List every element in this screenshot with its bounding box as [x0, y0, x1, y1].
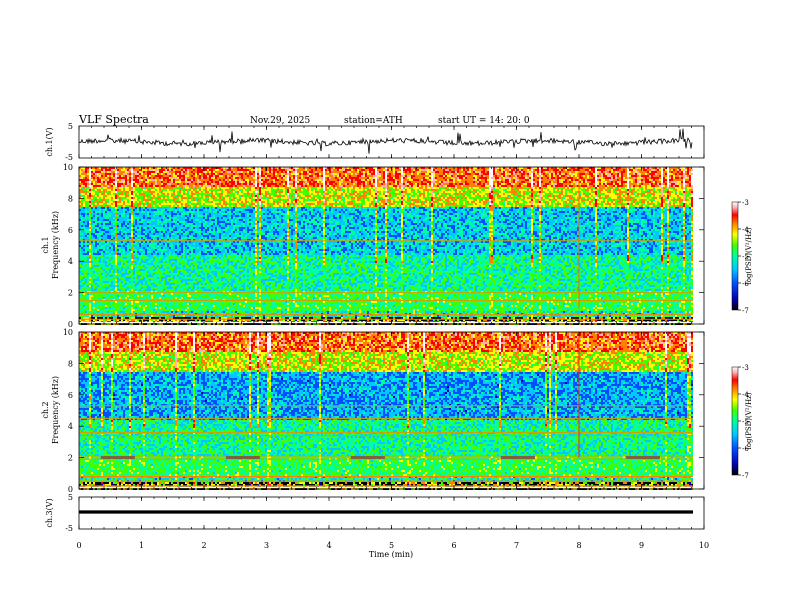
- frequency-tick-label: 6: [68, 391, 73, 400]
- time-tick-label: 7: [514, 541, 519, 550]
- ch1-colorbar-label: log(PSD)(V²/Hz): [745, 227, 753, 284]
- frequency-tick-label: 2: [68, 289, 73, 298]
- colorbar-tick-label: -3: [742, 199, 749, 207]
- ch1-ytick-top: 5: [68, 122, 73, 131]
- ch1-spectrogram-image: [79, 167, 693, 325]
- ch1-ytick-bottom: -5: [65, 153, 73, 162]
- ch2-spectrogram-ylabel-frequency: Frequency (kHz): [51, 376, 60, 444]
- time-tick-label: 0: [76, 541, 81, 550]
- time-tick-label: 5: [389, 541, 394, 550]
- frequency-tick-label: 4: [68, 422, 73, 431]
- time-axis-label: Time (min): [369, 550, 413, 559]
- frequency-tick-label: 4: [68, 257, 73, 266]
- ch1-waveform-ylabel: ch.1(V): [45, 127, 54, 156]
- frequency-tick-label: 8: [68, 359, 73, 368]
- ch3-waveform-panel: 5 -5 ch.3(V): [45, 493, 704, 533]
- ch2-spectrogram-image: [79, 332, 693, 490]
- ch3-waveform-ylabel: ch.3(V): [45, 498, 54, 527]
- time-tick-label: 10: [699, 541, 709, 550]
- ch1-waveform-panel: 5 -5 ch.1(V): [45, 122, 704, 162]
- ch1-waveform-line: [79, 129, 692, 154]
- ch2-colorbar-label: log(PSD)(V²/Hz): [745, 392, 753, 449]
- ch3-ytick-bottom: -5: [65, 524, 73, 533]
- time-tick-label: 8: [576, 541, 581, 550]
- frequency-tick-label: 10: [63, 328, 73, 337]
- time-tick-label: 2: [201, 541, 206, 550]
- colorbar-tick-label: -7: [742, 307, 749, 315]
- start-time-label: start UT = 14: 20: 0: [438, 116, 530, 126]
- ch2-colorbar: [732, 367, 738, 475]
- time-tick-label: 9: [639, 541, 644, 550]
- frequency-tick-label: 6: [68, 226, 73, 235]
- time-tick-label: 3: [264, 541, 269, 550]
- ch1-spectrogram-ylabel-frequency: Frequency (kHz): [51, 211, 60, 279]
- figure-title: VLF Spectra: [78, 113, 149, 126]
- time-tick-label: 4: [326, 541, 331, 550]
- ch1-spectrogram-ylabel-channel: ch.1: [41, 236, 50, 253]
- ch3-ytick-top: 5: [68, 493, 73, 502]
- frequency-tick-label: 2: [68, 454, 73, 463]
- time-tick-label: 1: [139, 541, 144, 550]
- colorbar-tick-label: -7: [742, 472, 749, 480]
- date-label: Nov.29, 2025: [250, 116, 311, 126]
- frequency-tick-label: 8: [68, 194, 73, 203]
- colorbar-tick-label: -3: [742, 364, 749, 372]
- time-tick-label: 6: [451, 541, 456, 550]
- frequency-tick-label: 10: [63, 163, 73, 172]
- ch2-spectrogram-ylabel-channel: ch.2: [41, 401, 50, 418]
- ch1-colorbar: [732, 202, 738, 310]
- station-label: station=ATH: [344, 116, 403, 126]
